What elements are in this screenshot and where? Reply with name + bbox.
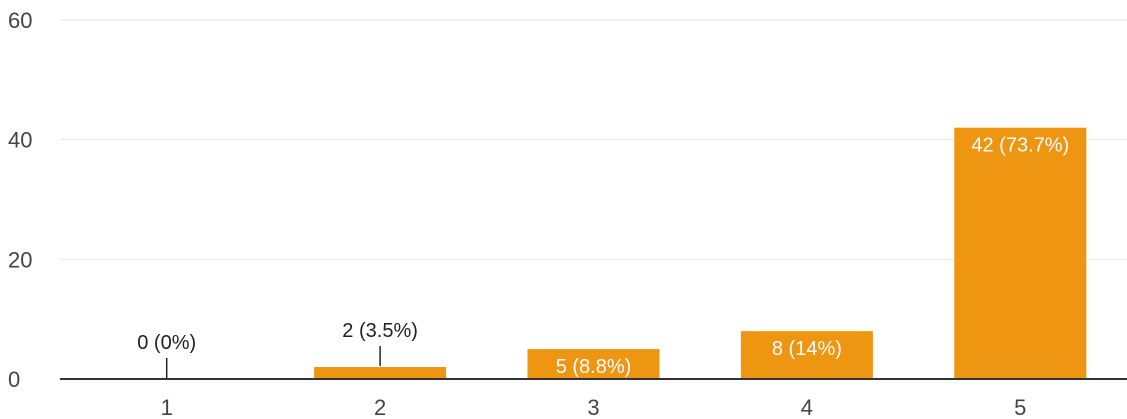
y-tick-label: 20 — [8, 247, 32, 272]
x-tick-label: 3 — [587, 395, 599, 419]
x-tick-label: 5 — [1014, 395, 1026, 419]
data-label: 0 (0%) — [137, 332, 196, 354]
data-label: 5 (8.8%) — [556, 356, 632, 378]
bars — [314, 127, 1087, 379]
x-tick-label: 1 — [161, 395, 173, 419]
data-label: 8 (14%) — [772, 338, 842, 360]
x-tick-label: 4 — [801, 395, 813, 419]
bar — [527, 349, 660, 379]
y-tick-label: 40 — [8, 128, 32, 153]
y-axis-ticks: 0 20 40 60 — [8, 8, 32, 392]
bar — [740, 331, 873, 379]
gridlines — [60, 19, 1127, 260]
data-label: 2 (3.5%) — [342, 320, 418, 342]
data-label: 42 (73.7%) — [971, 135, 1069, 157]
bar — [954, 127, 1087, 379]
bar — [314, 367, 447, 379]
y-tick-label: 60 — [8, 8, 32, 33]
x-tick-label: 2 — [374, 395, 386, 419]
data-labels: 0 (0%) 2 (3.5%) 5 (8.8%) 8 (14%) 42 (73.7%) — [137, 135, 1069, 378]
y-tick-label: 0 — [8, 367, 20, 392]
x-axis-ticks: 1 2 3 4 5 — [161, 395, 1027, 419]
